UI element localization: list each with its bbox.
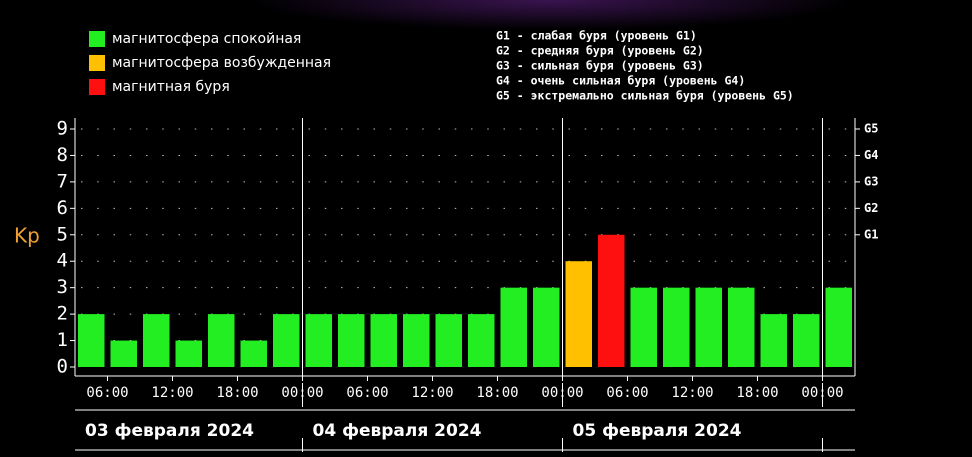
legend-swatch [89, 31, 105, 47]
y-tick-label: 8 [57, 144, 68, 166]
bar [273, 314, 300, 367]
x-tick-label: 06:00 [606, 385, 648, 401]
bar [793, 314, 820, 367]
day-label: 05 февраля 2024 [573, 421, 742, 441]
bar [760, 314, 787, 367]
legend-swatch [89, 55, 105, 71]
day-label: 03 февраля 2024 [85, 421, 254, 441]
bar [728, 287, 755, 367]
bar [598, 234, 625, 367]
x-tick-label: 18:00 [736, 385, 778, 401]
annotation: G4 - очень сильная буря (уровень G4) [496, 74, 745, 88]
y-tick-label: 9 [57, 118, 68, 140]
bar [695, 287, 722, 367]
bar [500, 287, 527, 367]
bar [175, 340, 202, 367]
y2-tick-label: G4 [864, 148, 878, 162]
day-label: 04 февраля 2024 [313, 421, 482, 441]
legend-label: магнитосфера спокойная [112, 31, 301, 47]
bar [143, 314, 170, 367]
annotation: G1 - слабая буря (уровень G1) [496, 29, 697, 43]
annotation: G2 - средняя буря (уровень G2) [496, 44, 704, 58]
background-glow [250, 0, 850, 60]
legend-swatch [89, 79, 105, 95]
legend-label: магнитосфера возбужденная [112, 55, 331, 71]
x-tick-label: 12:00 [671, 385, 713, 401]
x-tick-label: 06:00 [86, 385, 128, 401]
x-tick-label: 12:00 [151, 385, 193, 401]
bar [240, 340, 267, 367]
y-tick-label: 6 [57, 197, 68, 219]
y-tick-label: 5 [57, 223, 68, 245]
y2-tick-label: G5 [864, 122, 878, 136]
y2-tick-label: G2 [864, 201, 878, 215]
annotation: G3 - сильная буря (уровень G3) [496, 59, 704, 73]
bar [208, 314, 235, 367]
bar [435, 314, 462, 367]
bar [533, 287, 560, 367]
y-tick-label: 1 [57, 329, 68, 351]
x-tick-label: 12:00 [411, 385, 453, 401]
x-tick-label: 18:00 [476, 385, 518, 401]
bar [630, 287, 657, 367]
bar [565, 261, 592, 367]
bar [403, 314, 430, 367]
y-tick-label: 0 [57, 356, 68, 378]
y-axis-label: Kp [14, 224, 40, 248]
x-tick-label: 06:00 [346, 385, 388, 401]
bar [338, 314, 365, 367]
bar [110, 340, 137, 367]
y-tick-label: 3 [57, 276, 68, 298]
y-tick-label: 4 [57, 250, 68, 272]
bar [370, 314, 397, 367]
y2-tick-label: G1 [864, 227, 878, 241]
bar [305, 314, 332, 367]
y-tick-label: 2 [57, 303, 68, 325]
legend-label: магнитная буря [112, 79, 230, 95]
bar [78, 314, 105, 367]
bar [468, 314, 495, 367]
annotation: G5 - экстремально сильная буря (уровень … [496, 89, 794, 103]
y2-tick-label: G3 [864, 174, 878, 188]
bar [825, 287, 852, 367]
bar [663, 287, 690, 367]
x-tick-label: 18:00 [216, 385, 258, 401]
y-tick-label: 7 [57, 170, 68, 192]
